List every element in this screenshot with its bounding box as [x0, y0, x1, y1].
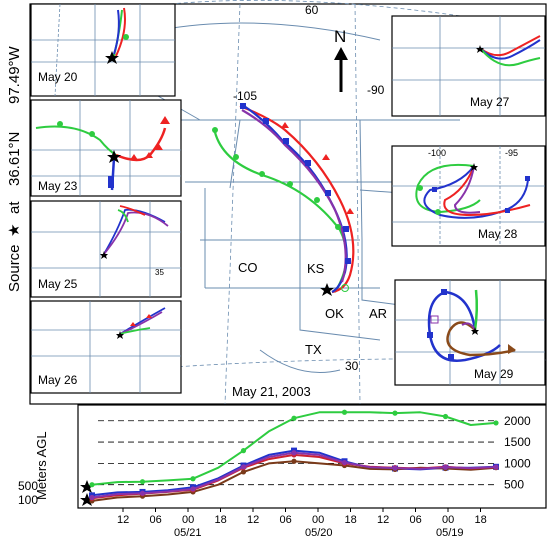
- source-label: Source ★ at 36.61°N 97.49°W: [6, 45, 23, 292]
- inset-tick: -100: [428, 148, 446, 158]
- date-labels: 05/21 05/20 05/19: [174, 527, 464, 539]
- data-point: [89, 482, 95, 488]
- data-point: [190, 476, 196, 482]
- star-icon: [471, 327, 479, 335]
- date-label: 05/19: [436, 527, 464, 539]
- data-point: [291, 415, 297, 421]
- x-tick-label: 12: [117, 514, 129, 526]
- inset-may-23: May 23: [30, 99, 182, 197]
- tick-label-2000: 2000: [504, 414, 531, 428]
- source-star-icon: [320, 283, 334, 296]
- inset-label: May 20: [38, 70, 78, 84]
- x-tick-label: 12: [377, 514, 389, 526]
- inset-label: May 26: [38, 373, 78, 387]
- latitude-text: 36.61°N: [6, 132, 23, 186]
- lat-label-60: 60: [305, 3, 319, 17]
- inset-label: May 29: [474, 367, 514, 381]
- left-tick-500: 500: [18, 479, 38, 493]
- inset-may-27: May 27: [391, 15, 546, 117]
- x-tick-label: 18: [215, 514, 227, 526]
- star-icon: [105, 51, 119, 64]
- x-tick-label: 12: [247, 514, 259, 526]
- date-label: 05/21: [174, 527, 202, 539]
- x-axis: 12 06 00 18 12 06 00 18 12 06 00 18: [117, 508, 487, 526]
- data-point: [89, 494, 95, 501]
- tick-label-1500: 1500: [504, 435, 531, 449]
- data-point: [341, 409, 348, 415]
- x-tick-label: 00: [312, 514, 324, 526]
- inset-label: May 23: [38, 179, 78, 193]
- svg-text:N: N: [334, 27, 346, 46]
- at-word: at: [6, 201, 23, 214]
- state-label-tx: TX: [305, 342, 322, 357]
- data-point: [493, 464, 499, 470]
- star-glyph: ★: [6, 224, 23, 237]
- tick-label-500: 500: [504, 478, 524, 492]
- data-point: [139, 490, 146, 496]
- star-icon: [80, 480, 94, 493]
- x-tick-label: 00: [182, 514, 194, 526]
- inset-tick: -95: [505, 148, 518, 158]
- trajectory-markers: [212, 103, 354, 292]
- data-point: [493, 420, 499, 426]
- inset-label: May 27: [470, 95, 510, 109]
- state-label-ar: AR: [369, 306, 387, 321]
- inset-tick: 35: [155, 268, 164, 277]
- inset-label: May 25: [38, 277, 78, 291]
- tick-label-1000: 1000: [504, 456, 531, 470]
- data-point: [442, 464, 449, 470]
- trajectory-red: [239, 104, 355, 294]
- data-point: [291, 458, 297, 464]
- series-layer: [89, 409, 499, 504]
- lon-label-90: -90: [367, 83, 385, 97]
- date-label: 05/20: [305, 527, 333, 539]
- inset-may-20: May 20: [30, 3, 176, 97]
- data-point: [240, 469, 247, 475]
- north-arrow-icon: N: [334, 27, 348, 92]
- data-point: [341, 459, 348, 466]
- star-icon: [470, 163, 478, 171]
- star-icon: [116, 331, 124, 339]
- source-word: Source: [6, 244, 23, 292]
- inset-may-26: May 26: [30, 300, 182, 394]
- data-point: [442, 413, 449, 420]
- x-tick-label: 06: [280, 514, 292, 526]
- trajectory-purple: [241, 109, 347, 283]
- height-chart: Meters AGL 2000 1500 1000 500 500 100 12…: [18, 404, 547, 539]
- state-label-co: CO: [238, 260, 258, 275]
- left-tick-100: 100: [18, 493, 38, 507]
- data-point: [139, 479, 146, 485]
- main-date-label: May 21, 2003: [232, 384, 311, 399]
- y-axis-title: Meters AGL: [34, 431, 49, 500]
- right-tick-labels: 2000 1500 1000 500: [504, 414, 531, 492]
- inset-may-29: May 29: [394, 279, 546, 386]
- data-point: [291, 450, 297, 456]
- data-point: [240, 464, 247, 470]
- state-label-ok: OK: [325, 306, 344, 321]
- inset-may-28: -100 -95 May 28: [391, 145, 546, 247]
- longitude-text: 97.49°W: [6, 45, 23, 104]
- state-label-ks: KS: [307, 261, 325, 276]
- x-tick-label: 18: [475, 514, 487, 526]
- x-tick-label: 06: [410, 514, 422, 526]
- data-point: [190, 486, 196, 492]
- star-icon: [107, 150, 121, 163]
- star-icon: [476, 45, 484, 53]
- lat-label-30: 30: [345, 359, 359, 373]
- data-point: [392, 410, 398, 416]
- inset-label: May 28: [478, 227, 518, 241]
- gridlines: [98, 420, 496, 486]
- x-tick-label: 06: [150, 514, 162, 526]
- lon-label-105: -105: [233, 89, 257, 103]
- data-point: [392, 465, 398, 471]
- x-tick-label: 18: [345, 514, 357, 526]
- x-tick-label: 00: [442, 514, 454, 526]
- inset-may-25: 35 May 25: [30, 200, 182, 298]
- data-point: [240, 448, 247, 454]
- star-icon: [100, 251, 108, 259]
